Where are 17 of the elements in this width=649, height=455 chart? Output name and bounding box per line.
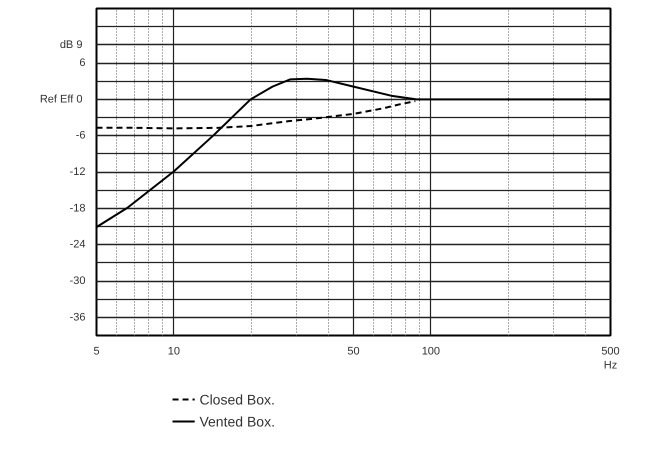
x-tick-label: 5 <box>93 346 100 358</box>
y-tick-label: -24 <box>70 238 86 251</box>
y-tick-label: -18 <box>70 202 86 214</box>
x-tick-label: 50 <box>347 346 360 358</box>
legend-label: Closed Box. <box>199 392 275 408</box>
x-axis-title: Hz <box>604 360 618 372</box>
y-tick-label: -30 <box>70 275 86 287</box>
y-tick-label: 6 <box>79 57 86 69</box>
x-tick-label: 10 <box>168 346 180 358</box>
y-tick-label: -12 <box>70 166 86 178</box>
x-tick-label: 500 <box>601 346 620 358</box>
y-tick-label: -36 <box>70 311 86 324</box>
legend-label: Vented Box. <box>199 414 275 430</box>
y-tick-label: -6 <box>76 130 86 142</box>
x-tick-label: 100 <box>422 346 440 358</box>
y-tick-label: Ref Eff 0 <box>40 93 82 106</box>
y-tick-label: dB 9 <box>60 38 82 51</box>
